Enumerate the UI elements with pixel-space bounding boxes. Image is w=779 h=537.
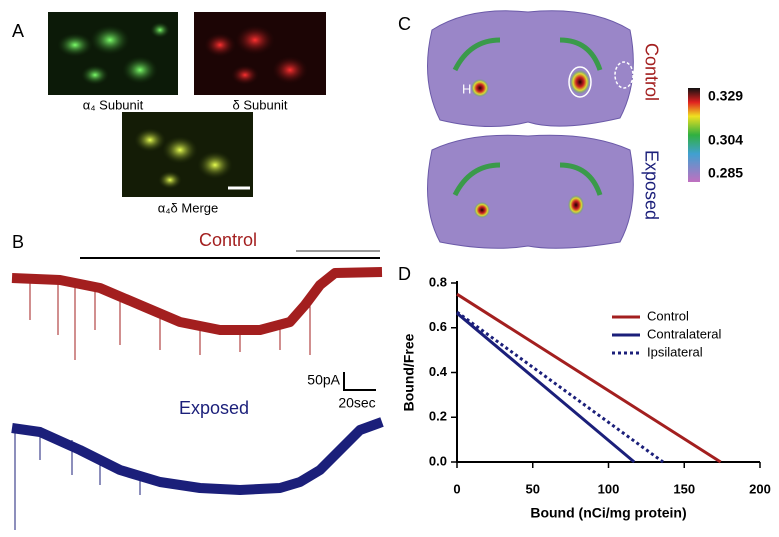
series-line <box>456 292 722 464</box>
legend-label: Contralateral <box>647 326 722 341</box>
trace-label: Control <box>199 230 257 250</box>
colorbar-label: 0.285 <box>708 165 743 181</box>
current-trace <box>11 267 383 335</box>
group-label: Exposed <box>641 150 661 220</box>
legend-label: Ipsilateral <box>647 344 703 359</box>
trace-events <box>29 280 311 360</box>
brain-slice <box>427 134 634 249</box>
trace-events <box>14 430 141 530</box>
x-tick-label: 50 <box>526 481 540 496</box>
y-tick-label: 0.8 <box>429 274 447 289</box>
x-tick-label: 100 <box>598 481 620 496</box>
y-tick-label: 0.4 <box>429 364 448 379</box>
micrograph <box>194 12 326 95</box>
panel-label: D <box>398 264 411 284</box>
chart: 0.0 0.2 0.4 0.6 0.8 0 50 100 150 200 Bound (nCi/mg… <box>401 274 771 520</box>
legend-label: Control <box>647 308 689 323</box>
x-tick-label: 0 <box>453 481 460 496</box>
brain-slice <box>427 10 634 127</box>
y-tick-label: 0.0 <box>429 453 447 468</box>
x-tick-label: 200 <box>749 481 771 496</box>
scale-label: 20sec <box>338 395 375 411</box>
region-label: H <box>462 81 471 96</box>
current-trace <box>11 417 384 495</box>
x-axis-label: Bound (nCi/mg protein) <box>530 505 686 521</box>
y-tick-label: 0.6 <box>429 319 447 334</box>
series-line <box>456 312 636 464</box>
trace-label: Exposed <box>179 398 249 418</box>
scale-bar <box>343 372 376 391</box>
y-axis-label: Bound/Free <box>401 333 417 411</box>
colorbar-label: 0.329 <box>708 88 743 104</box>
micrograph <box>48 12 178 95</box>
y-tick-label: 0.2 <box>429 409 447 424</box>
panel-label: A <box>12 21 24 41</box>
group-label: Control <box>641 43 661 101</box>
image-caption: α₄δ Merge <box>158 200 219 215</box>
scale-label: 50pA <box>307 372 340 388</box>
image-caption: α₄ Subunit <box>83 97 144 112</box>
micrograph <box>122 112 253 197</box>
x-tick-label: 150 <box>673 481 695 496</box>
colorbar-ticks: 0.329 0.304 0.285 <box>708 88 743 181</box>
series-line <box>456 310 664 464</box>
image-caption: δ Subunit <box>233 97 288 112</box>
colorbar-label: 0.304 <box>708 131 743 147</box>
panel-label: B <box>12 232 24 252</box>
panel-label: C <box>398 14 411 34</box>
colorbar <box>688 88 700 182</box>
